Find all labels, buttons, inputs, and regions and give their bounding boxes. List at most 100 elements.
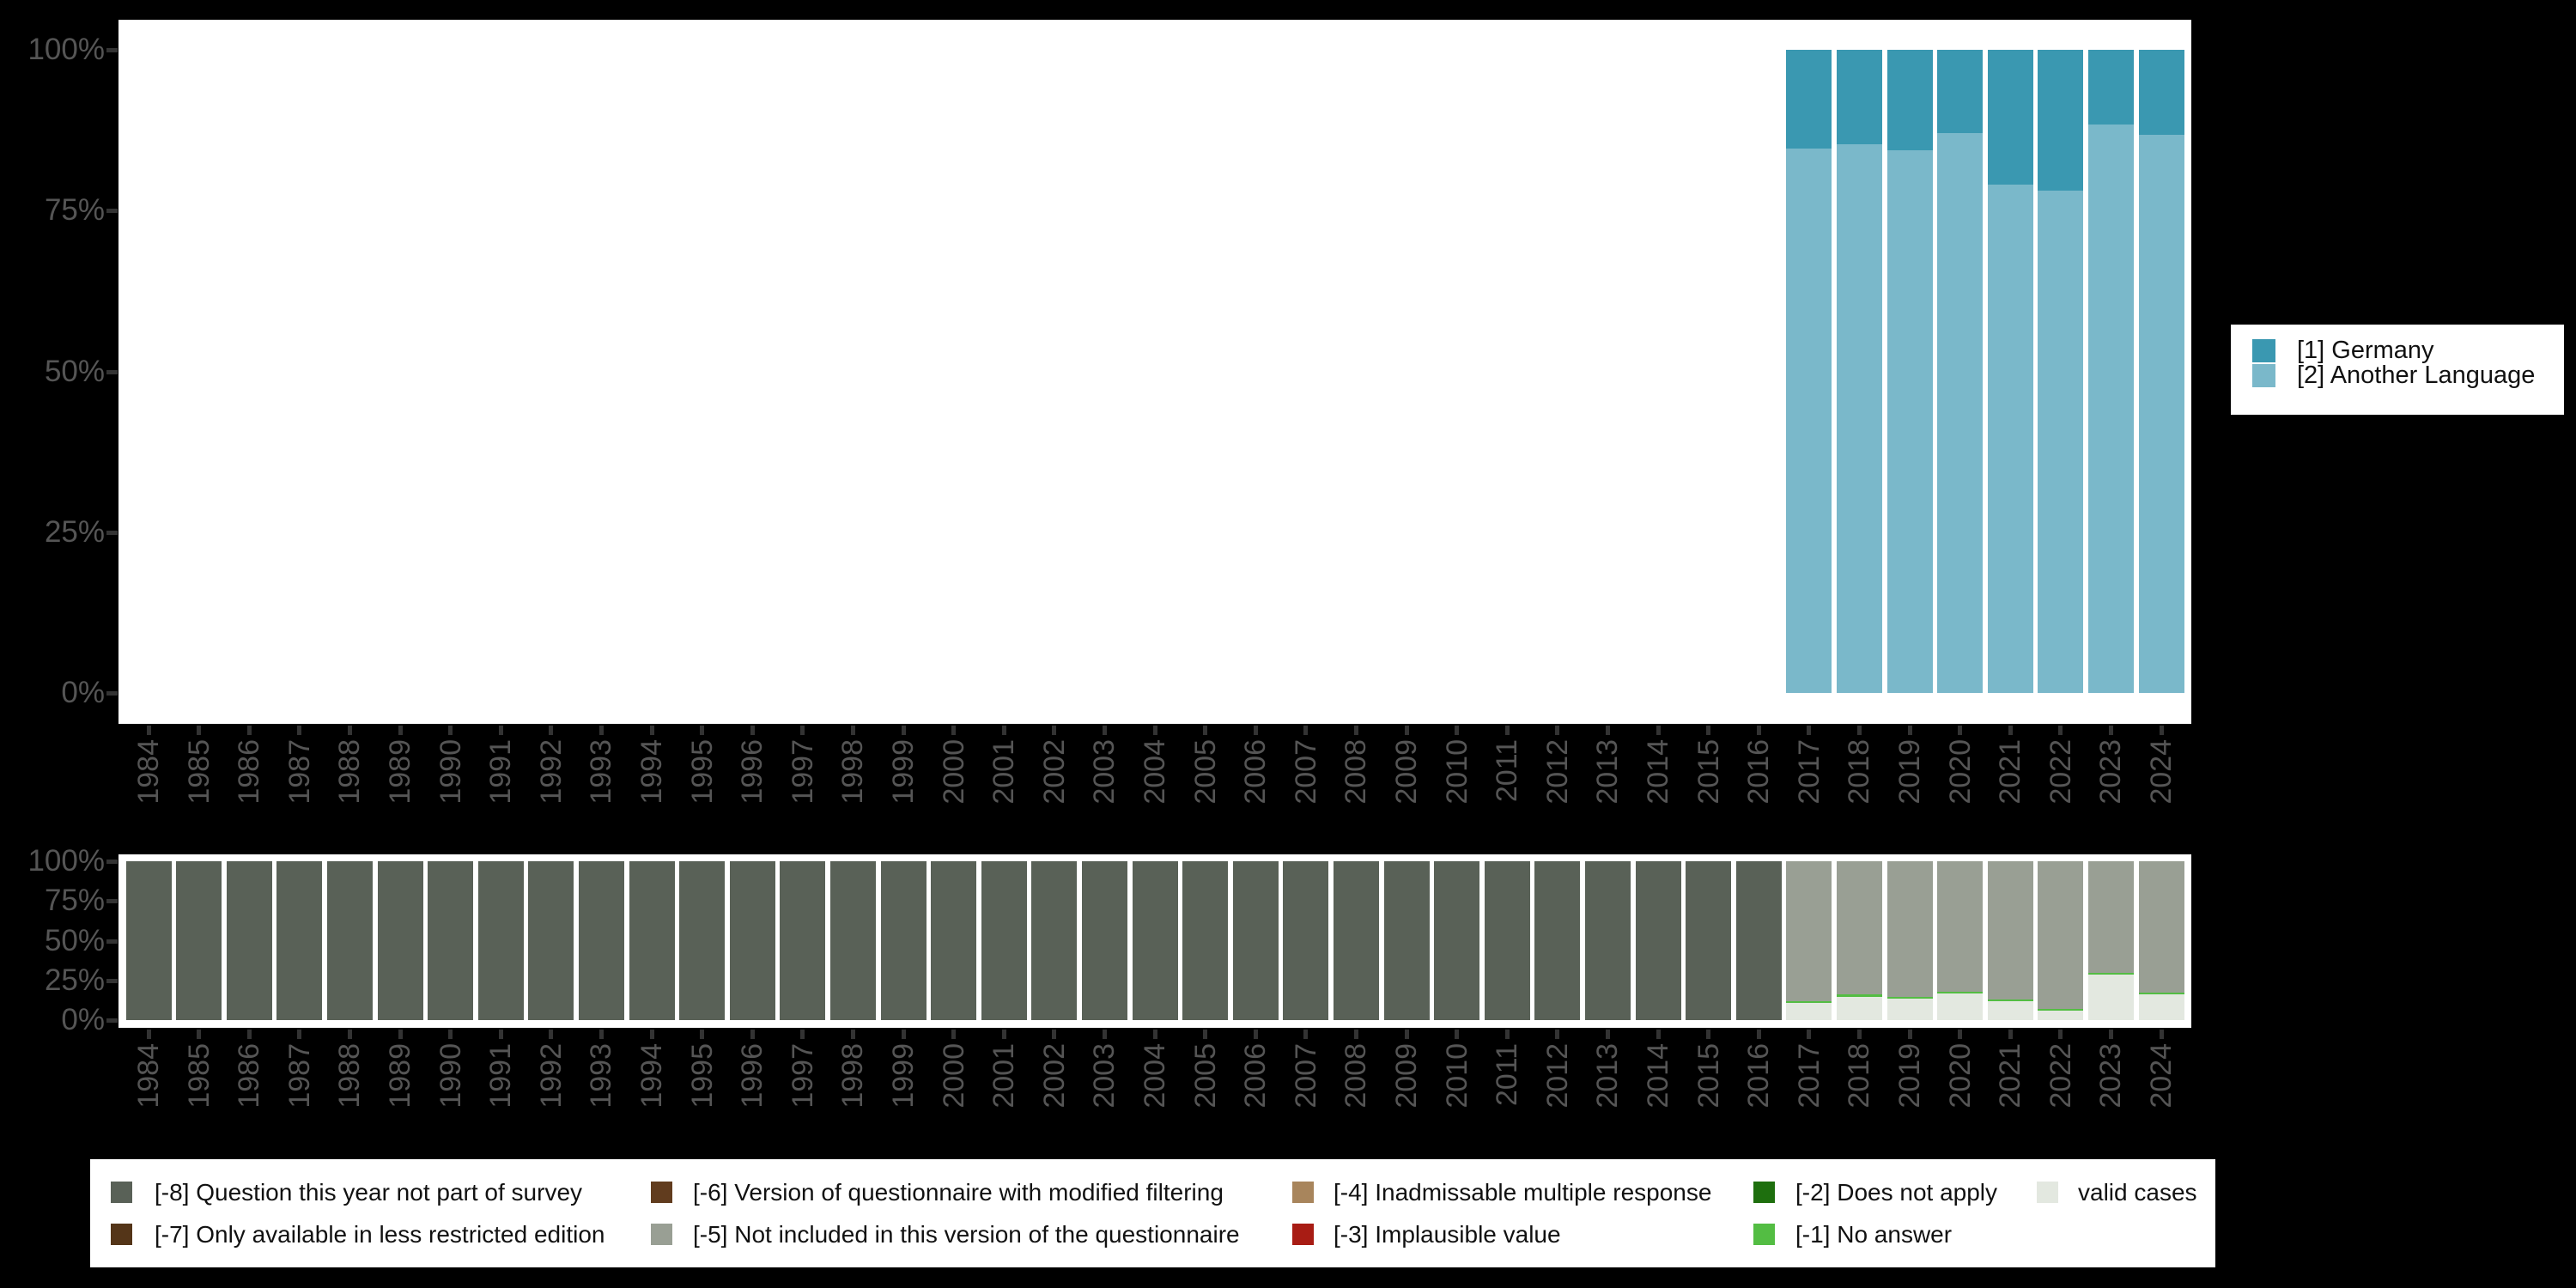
bar-2010	[1434, 861, 1480, 1020]
legend-label-m2: [-2] Does not apply	[1795, 1179, 1998, 1206]
segment-m1	[1836, 994, 1882, 998]
bar-2004	[1132, 861, 1178, 1020]
x-axis-tick	[649, 1030, 654, 1039]
bar-1992	[528, 861, 574, 1020]
x-axis-tick	[750, 726, 755, 735]
segment-m8	[377, 861, 423, 1020]
segment-m1	[2038, 1008, 2084, 1012]
segment-m8	[428, 861, 474, 1020]
bar-1995	[679, 861, 726, 1020]
x-axis-year-label: 2017	[1792, 739, 1826, 805]
segment-m8	[1031, 861, 1078, 1020]
bar-2022	[2038, 861, 2084, 1020]
x-axis-year-label: 2014	[1642, 1043, 1674, 1109]
segment-m5	[1836, 861, 1882, 995]
bar-2017	[1786, 861, 1832, 1020]
x-axis-tick	[850, 1030, 855, 1039]
x-axis-year-label: 2020	[1943, 1043, 1977, 1109]
y-axis-label: 0%	[61, 1003, 105, 1036]
segment-m8	[176, 861, 222, 1020]
x-axis-tick	[800, 1030, 805, 1039]
segment-another_language	[2038, 191, 2084, 693]
segment-m1	[1786, 1001, 1832, 1004]
x-axis-year-label: 1993	[585, 1043, 618, 1109]
x-axis-year-label: 2017	[1792, 1043, 1826, 1109]
x-axis-tick	[146, 726, 151, 735]
x-axis-year-label: 2023	[2094, 1043, 2128, 1109]
x-axis-year-label: 1992	[534, 1043, 568, 1109]
y-axis-label: 100%	[27, 844, 105, 878]
bar-2023	[2087, 861, 2134, 1020]
bar-2005	[1182, 861, 1229, 1020]
legend-label-valid: valid cases	[2078, 1179, 2197, 1206]
x-axis-tick	[549, 1030, 554, 1039]
x-axis-year-label: 2011	[1491, 1043, 1524, 1107]
x-axis-tick	[498, 1030, 503, 1039]
bar-2003	[1081, 861, 1127, 1020]
bar-1999	[880, 861, 927, 1020]
x-axis-tick	[1807, 726, 1812, 735]
x-axis-tick	[850, 726, 855, 735]
segment-valid	[1937, 993, 1984, 1020]
x-axis-tick	[700, 1030, 705, 1039]
x-axis-year-label: 2003	[1088, 1043, 1121, 1109]
segment-m8	[1283, 861, 1329, 1020]
bar-2024	[2138, 50, 2184, 693]
x-axis-tick	[1907, 726, 1912, 735]
x-axis-tick	[2159, 726, 2164, 735]
x-axis-year-label: 1986	[233, 739, 266, 805]
segment-m5	[1937, 861, 1984, 993]
x-axis-year-label: 2012	[1540, 739, 1574, 805]
x-axis-year-label: 1999	[887, 739, 920, 805]
x-axis-year-label: 2001	[987, 739, 1021, 805]
x-axis-year-label: 2009	[1390, 739, 1423, 805]
segment-m8	[1484, 861, 1530, 1020]
x-axis-tick	[1656, 726, 1661, 735]
x-axis-tick	[197, 1030, 202, 1039]
x-axis-year-label: 1997	[786, 1043, 819, 1109]
bar-2017	[1786, 50, 1832, 693]
x-axis-tick	[1706, 1030, 1711, 1039]
bar-2023	[2087, 50, 2134, 693]
segment-valid	[2038, 1011, 2084, 1020]
x-axis-tick	[197, 726, 202, 735]
x-axis-tick	[1555, 1030, 1560, 1039]
segment-m8	[528, 861, 574, 1020]
x-axis-year-label: 1995	[685, 739, 719, 805]
segment-m8	[1383, 861, 1430, 1020]
x-axis-year-label: 1985	[182, 739, 216, 805]
segment-m8	[1232, 861, 1279, 1020]
segment-germany	[2138, 50, 2184, 135]
bar-2000	[931, 861, 977, 1020]
bar-2002	[1031, 861, 1078, 1020]
legend-label-m8: [-8] Question this year not part of surv…	[155, 1179, 583, 1206]
x-axis-tick	[1052, 726, 1057, 735]
bar-2020	[1937, 50, 1984, 693]
x-axis-year-label: 2010	[1440, 1043, 1473, 1109]
x-axis-year-label: 2015	[1692, 1043, 1725, 1109]
language-legend: [1] Germany [2] Another Language	[2231, 325, 2564, 415]
x-axis-year-label: 1996	[736, 1043, 769, 1109]
segment-m5	[1886, 861, 1933, 998]
segment-m8	[829, 861, 876, 1020]
x-axis-tick	[1455, 726, 1460, 735]
x-axis-tick	[246, 726, 252, 735]
x-axis-year-label: 2005	[1188, 739, 1222, 805]
segment-germany	[1886, 50, 1933, 150]
segment-m1	[2138, 992, 2184, 994]
segment-germany	[1786, 50, 1832, 149]
segment-germany	[1937, 50, 1984, 134]
x-axis-tick	[1152, 1030, 1157, 1039]
y-axis-tick	[106, 939, 118, 944]
segment-germany	[1987, 50, 2033, 185]
y-axis-label: 50%	[44, 923, 105, 957]
y-axis-label: 25%	[44, 514, 105, 549]
segment-m8	[1534, 861, 1581, 1020]
x-axis-tick	[750, 1030, 755, 1039]
x-axis-year-label: 1993	[585, 739, 618, 805]
x-axis-tick	[1102, 1030, 1107, 1039]
x-axis-year-label: 2013	[1591, 739, 1625, 805]
x-axis-tick	[448, 726, 453, 735]
segment-m8	[125, 861, 172, 1020]
x-axis-tick	[1756, 1030, 1761, 1039]
